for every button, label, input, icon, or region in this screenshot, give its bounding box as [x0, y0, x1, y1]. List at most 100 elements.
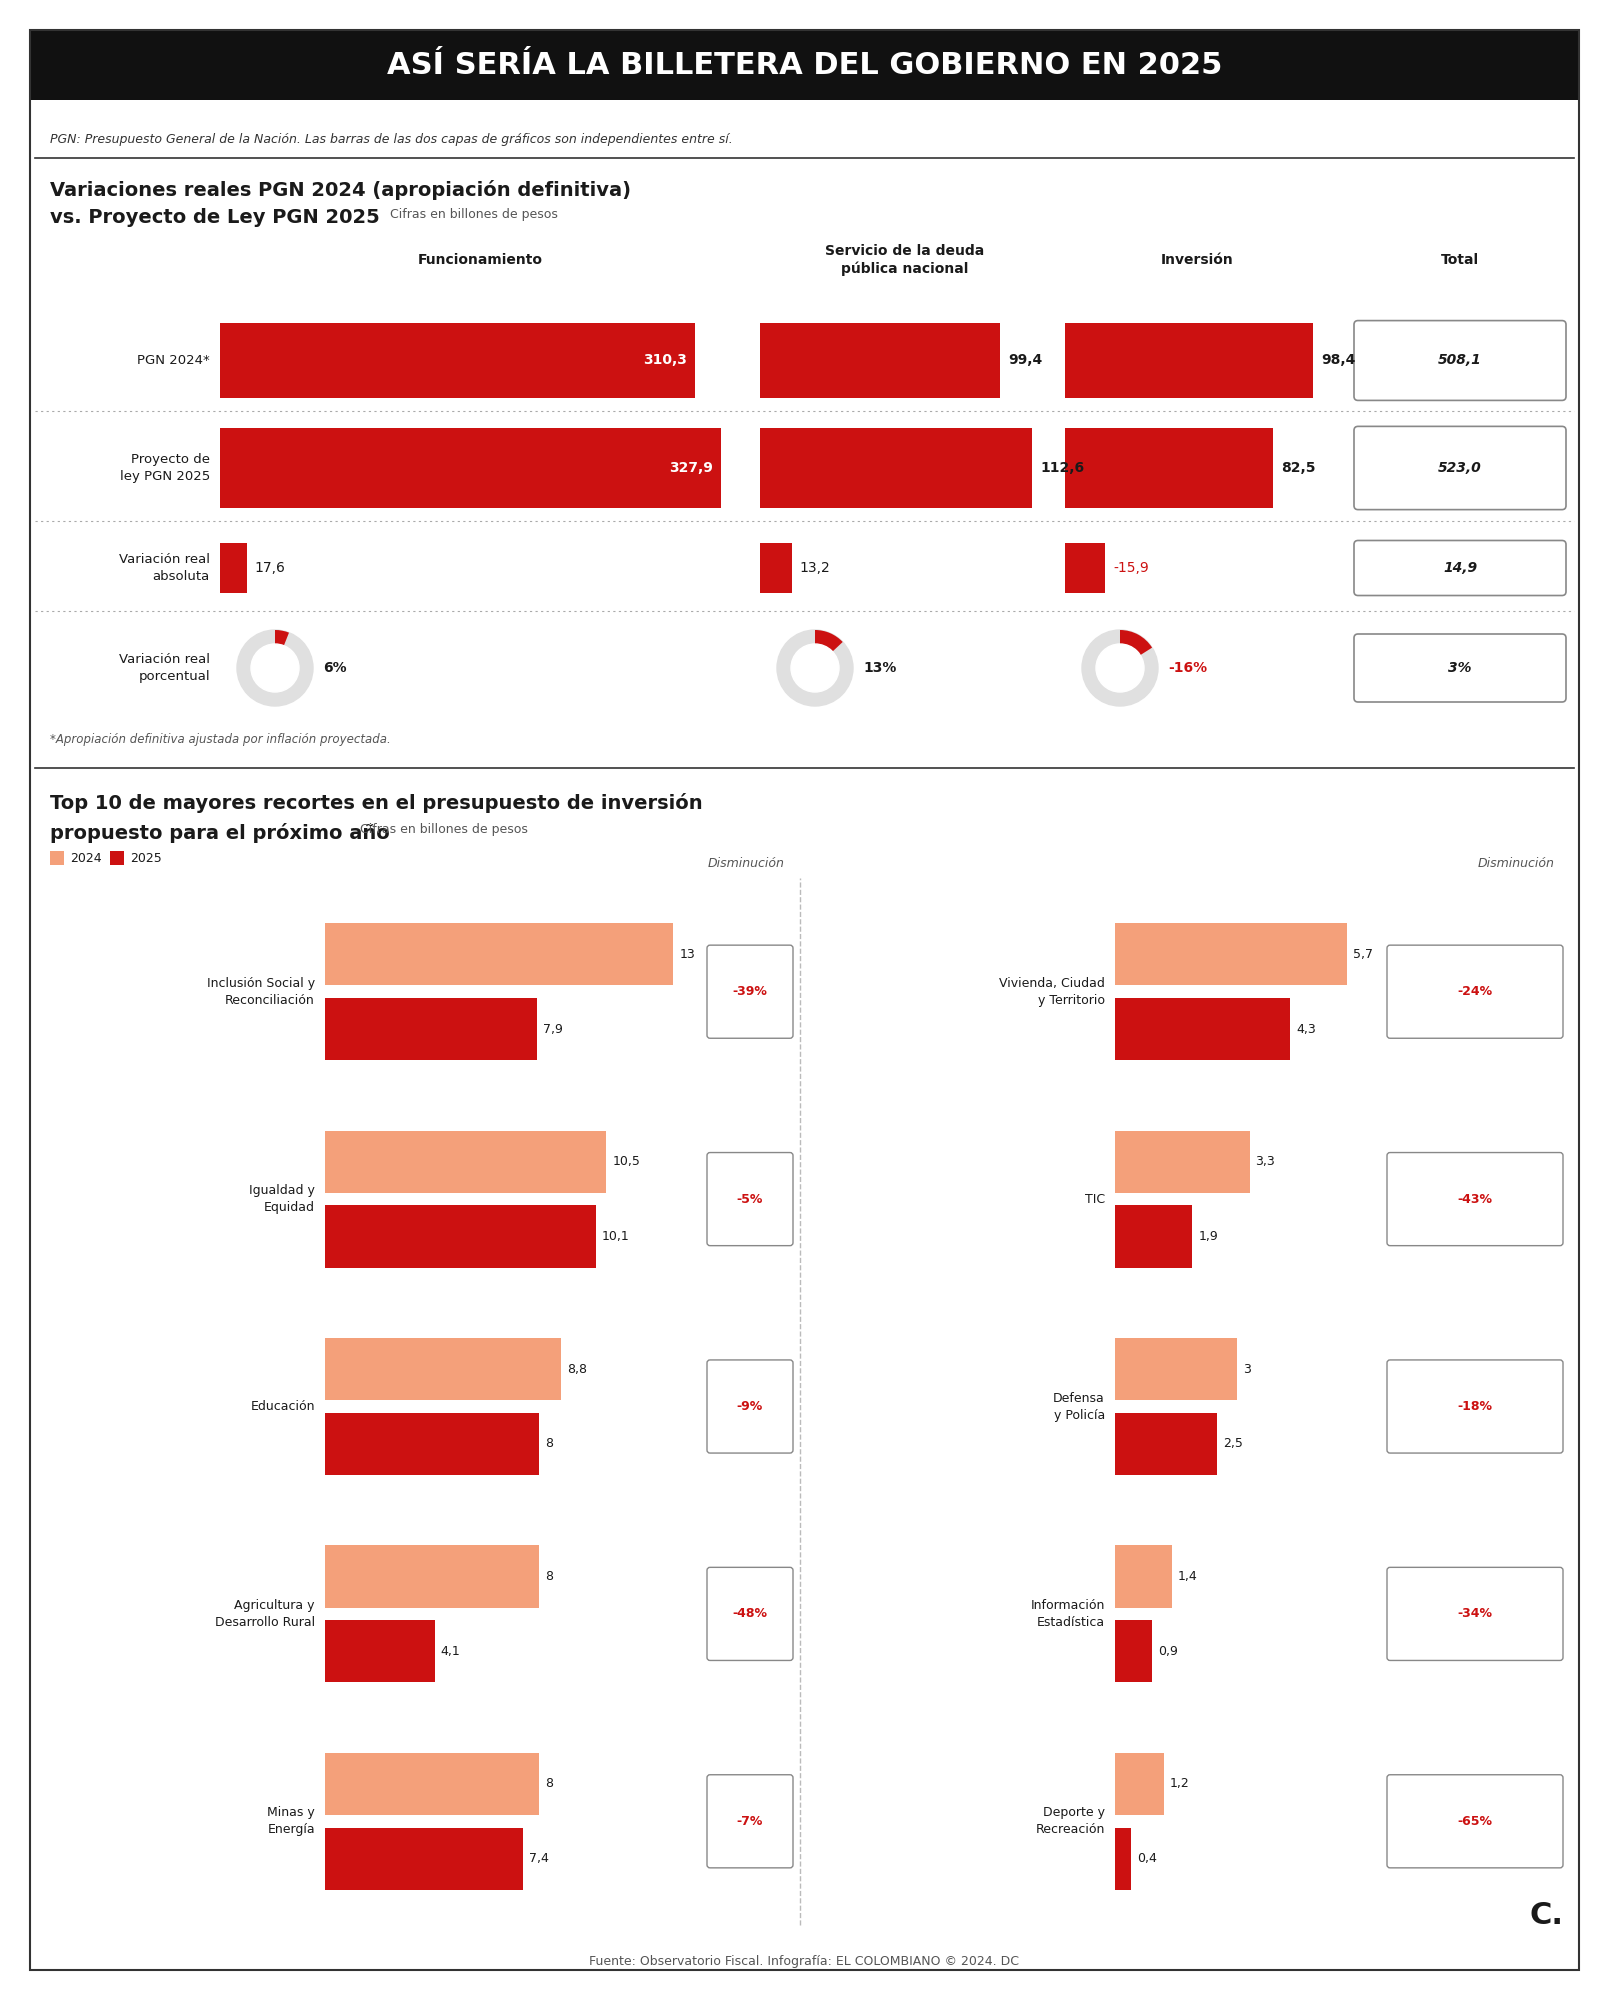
- Wedge shape: [1120, 630, 1152, 668]
- Bar: [325, 1546, 539, 1608]
- Text: Total: Total: [1442, 252, 1479, 266]
- Bar: [1115, 998, 1290, 1060]
- Text: 17,6: 17,6: [254, 560, 286, 576]
- Bar: [1065, 322, 1313, 398]
- Text: 5,7: 5,7: [1353, 948, 1374, 960]
- Bar: [1115, 1412, 1216, 1474]
- Text: 13: 13: [679, 948, 695, 960]
- Text: Fuente: Observatorio Fiscal. Infografía: EL COLOMBIANO © 2024. DC: Fuente: Observatorio Fiscal. Infografía:…: [589, 1956, 1020, 1968]
- FancyBboxPatch shape: [1387, 946, 1562, 1038]
- Text: 508,1: 508,1: [1438, 354, 1482, 368]
- Text: Variaciones reales PGN 2024 (apropiación definitiva): Variaciones reales PGN 2024 (apropiación…: [50, 180, 631, 200]
- Bar: [1115, 1338, 1237, 1400]
- Text: 1,4: 1,4: [1178, 1570, 1197, 1584]
- Text: 0,9: 0,9: [1158, 1644, 1178, 1658]
- FancyBboxPatch shape: [706, 1568, 793, 1660]
- Text: 7,4: 7,4: [529, 1852, 549, 1866]
- Text: Funcionamiento: Funcionamiento: [417, 252, 542, 266]
- Bar: [1115, 1752, 1163, 1816]
- Text: -34%: -34%: [1458, 1608, 1493, 1620]
- FancyBboxPatch shape: [706, 1774, 793, 1868]
- Text: 6%: 6%: [323, 660, 346, 676]
- Bar: [325, 1620, 434, 1682]
- Text: 8: 8: [545, 1570, 553, 1584]
- Text: Top 10 de mayores recortes en el presupuesto de inversión: Top 10 de mayores recortes en el presupu…: [50, 792, 703, 812]
- Bar: [325, 1338, 560, 1400]
- Text: 98,4: 98,4: [1321, 354, 1356, 368]
- Text: Inversión: Inversión: [1162, 252, 1234, 266]
- FancyBboxPatch shape: [1355, 540, 1566, 596]
- Text: Agricultura y
Desarrollo Rural: Agricultura y Desarrollo Rural: [216, 1598, 315, 1628]
- Text: Disminución: Disminución: [1479, 856, 1554, 870]
- Text: -39%: -39%: [732, 986, 767, 998]
- Bar: [325, 998, 537, 1060]
- FancyBboxPatch shape: [706, 1152, 793, 1246]
- FancyBboxPatch shape: [706, 946, 793, 1038]
- Bar: [50, 852, 64, 864]
- Text: -15,9: -15,9: [1113, 560, 1149, 576]
- Bar: [325, 1752, 539, 1816]
- Text: -16%: -16%: [1168, 660, 1207, 676]
- Text: PGN 2024*: PGN 2024*: [137, 354, 211, 368]
- Text: 4,3: 4,3: [1297, 1022, 1316, 1036]
- Text: 7,9: 7,9: [542, 1022, 563, 1036]
- Text: vs. Proyecto de Ley PGN 2025: vs. Proyecto de Ley PGN 2025: [50, 208, 380, 226]
- Wedge shape: [816, 630, 843, 668]
- Text: C.: C.: [1530, 1900, 1564, 1930]
- Text: 10,1: 10,1: [602, 1230, 629, 1242]
- Circle shape: [777, 630, 853, 706]
- Text: 8,8: 8,8: [566, 1362, 587, 1376]
- Text: 8: 8: [545, 1778, 553, 1790]
- Text: -18%: -18%: [1458, 1400, 1493, 1412]
- Bar: [759, 428, 1031, 508]
- Text: 10,5: 10,5: [613, 1156, 640, 1168]
- Text: 13,2: 13,2: [800, 560, 830, 576]
- Text: 4,1: 4,1: [441, 1644, 460, 1658]
- Text: TIC: TIC: [1084, 1192, 1105, 1206]
- Text: 3,3: 3,3: [1255, 1156, 1276, 1168]
- Bar: [1115, 1546, 1171, 1608]
- Bar: [220, 322, 695, 398]
- Text: 0,4: 0,4: [1138, 1852, 1157, 1866]
- Text: 1,2: 1,2: [1170, 1778, 1189, 1790]
- Text: Igualdad y
Equidad: Igualdad y Equidad: [249, 1184, 315, 1214]
- Text: 2025: 2025: [130, 852, 163, 864]
- Text: -24%: -24%: [1458, 986, 1493, 998]
- FancyBboxPatch shape: [1387, 1774, 1562, 1868]
- Bar: [1065, 544, 1105, 592]
- Text: 99,4: 99,4: [1009, 354, 1043, 368]
- Text: 2,5: 2,5: [1223, 1438, 1242, 1450]
- Text: Servicio de la deuda
pública nacional: Servicio de la deuda pública nacional: [825, 244, 985, 276]
- Text: 327,9: 327,9: [669, 462, 713, 474]
- Text: PGN: Presupuesto General de la Nación. Las barras de las dos capas de gráficos s: PGN: Presupuesto General de la Nación. L…: [50, 134, 732, 146]
- Text: 14,9: 14,9: [1443, 560, 1477, 576]
- Text: Inclusión Social y
Reconciliación: Inclusión Social y Reconciliación: [208, 976, 315, 1006]
- Text: 8: 8: [545, 1438, 553, 1450]
- Text: 112,6: 112,6: [1039, 462, 1084, 474]
- FancyBboxPatch shape: [1387, 1360, 1562, 1454]
- Bar: [325, 924, 673, 986]
- Text: Variación real
absoluta: Variación real absoluta: [119, 552, 211, 584]
- Text: 523,0: 523,0: [1438, 462, 1482, 474]
- Bar: [31, 30, 1578, 100]
- Bar: [1115, 1130, 1250, 1192]
- FancyBboxPatch shape: [706, 1360, 793, 1454]
- Text: Cifras en billones de pesos: Cifras en billones de pesos: [360, 824, 528, 836]
- Text: 1,9: 1,9: [1199, 1230, 1218, 1242]
- Circle shape: [792, 644, 838, 692]
- Bar: [759, 322, 1001, 398]
- FancyBboxPatch shape: [1387, 1568, 1562, 1660]
- Text: Deporte y
Recreación: Deporte y Recreación: [1036, 1806, 1105, 1836]
- Text: -43%: -43%: [1458, 1192, 1493, 1206]
- Bar: [220, 544, 246, 592]
- Bar: [220, 428, 721, 508]
- Text: -65%: -65%: [1458, 1814, 1493, 1828]
- Text: -5%: -5%: [737, 1192, 763, 1206]
- FancyBboxPatch shape: [1355, 426, 1566, 510]
- Text: Proyecto de
ley PGN 2025: Proyecto de ley PGN 2025: [119, 454, 211, 482]
- Text: Vivienda, Ciudad
y Territorio: Vivienda, Ciudad y Territorio: [999, 976, 1105, 1006]
- Text: 82,5: 82,5: [1281, 462, 1316, 474]
- Bar: [325, 1130, 607, 1192]
- Bar: [325, 1828, 523, 1890]
- Bar: [325, 1206, 595, 1268]
